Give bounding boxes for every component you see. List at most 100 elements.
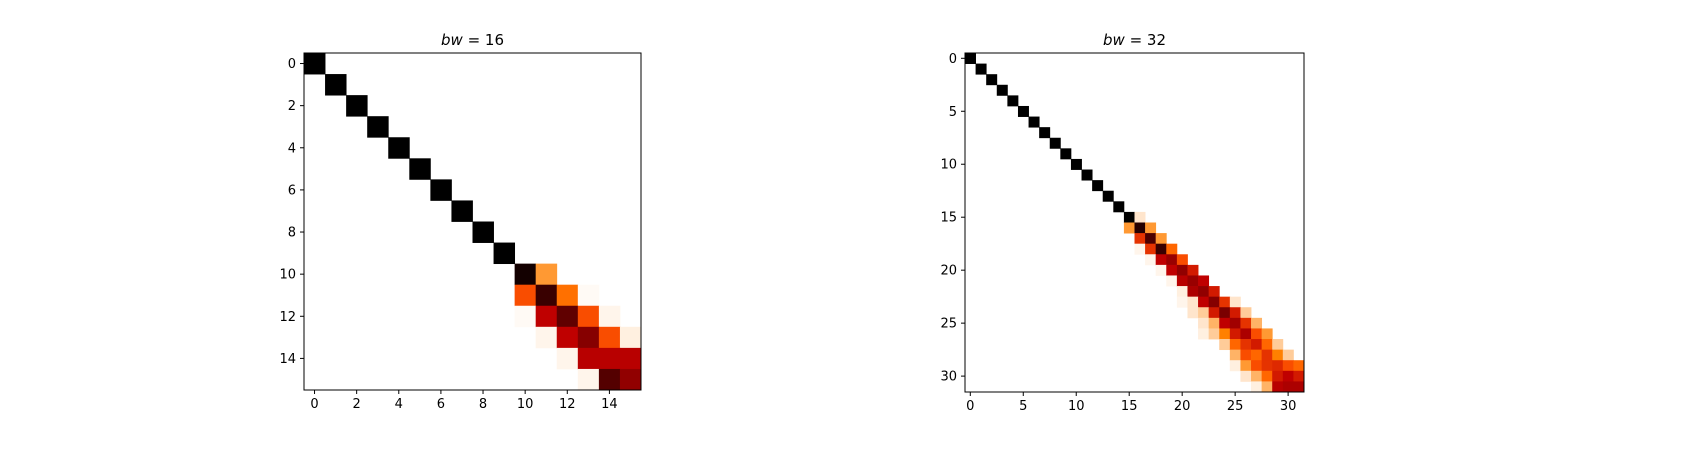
heatmap-panel-bw16: 0 2 4 6 8 10 12 14 0 2 4 6 8 10 12 14 bw = 16 (279, 31, 642, 412)
heatmap-cell-r18-c16 (1134, 243, 1146, 255)
heatmap-cell-r29-c31 (1293, 360, 1305, 372)
heatmap-cell-r10-c10 (514, 263, 537, 286)
heatmap-cell-r26-c26 (1240, 328, 1252, 340)
heatmap-cell-r11-c10 (514, 284, 537, 307)
heatmap-cell-r31-c31 (1293, 381, 1305, 393)
heatmap-cell-r15-c14 (598, 368, 621, 391)
heatmap-cell-r27-c27 (1251, 339, 1263, 351)
heatmap-cell-r10-c10 (1070, 158, 1082, 170)
heatmap-cell-r30-c30 (1282, 370, 1294, 382)
x-tick-label-10: 10 (517, 397, 534, 412)
heatmap-cell-r5-c5 (409, 158, 431, 180)
heatmap-cell-r19-c19 (1166, 254, 1178, 266)
heatmap-cell-r25-c22 (1198, 317, 1210, 329)
heatmap-cell-r24-c25 (1229, 307, 1241, 319)
title-value: = 32 (1125, 31, 1166, 49)
chart-title: bw = 32 (1103, 31, 1166, 49)
y-tick-label-4: 4 (288, 141, 296, 156)
heatmap-cell-r18-c19 (1166, 243, 1178, 255)
heatmap-cell-r26-c22 (1198, 328, 1210, 340)
heatmap-cell-r24-c23 (1208, 307, 1220, 319)
heatmap-cell-r19-c20 (1176, 254, 1188, 266)
heatmap-cell-r25-c27 (1251, 317, 1263, 329)
y-tick-label-25: 25 (940, 317, 957, 332)
heatmap-cell-r11-c12 (556, 284, 579, 307)
heatmap-cell-r22-c23 (1208, 286, 1220, 298)
heatmap-cell-r12-c13 (577, 305, 600, 328)
y-tick-label-5: 5 (949, 105, 957, 120)
heatmap-cell-r14-c12 (556, 347, 579, 370)
x-tick-label-14: 14 (601, 397, 618, 412)
title-variable: bw (441, 31, 464, 49)
heatmap-cell-r13-c14 (598, 326, 621, 349)
y-tick-label-8: 8 (288, 226, 296, 241)
heatmap-cell-r23-c24 (1219, 296, 1231, 308)
heatmap-cell-r17-c18 (1155, 233, 1167, 245)
heatmap-cell-r20-c19 (1166, 264, 1178, 276)
heatmap-cell-r14-c15 (619, 347, 642, 370)
heatmap-cell-r31-c28 (1261, 381, 1273, 393)
heatmap-cell-r0-c0 (965, 53, 976, 64)
heatmap-cell-r5-c5 (1017, 105, 1029, 117)
heatmap-cell-r17-c16 (1134, 233, 1146, 245)
x-tick-label-12: 12 (559, 397, 576, 412)
heatmap-cell-r29-c30 (1282, 360, 1294, 372)
heatmap-cell-r12-c11 (535, 305, 558, 328)
heatmap-cell-r9-c9 (1060, 148, 1072, 160)
heatmap-cell-r12-c10 (514, 305, 537, 328)
heatmap-cell-r8-c8 (472, 221, 494, 243)
heatmap-cell-r29-c25 (1229, 360, 1241, 372)
heatmap-cell-r26-c28 (1261, 328, 1273, 340)
heatmap-cell-r23-c21 (1187, 296, 1199, 308)
x-tick-label-15: 15 (1121, 399, 1138, 414)
heatmap-cell-r30-c31 (1293, 370, 1305, 382)
heatmap-cell-r23-c25 (1229, 296, 1241, 308)
heatmap-cell-r29-c26 (1240, 360, 1252, 372)
heatmap-cell-r16-c17 (1145, 222, 1157, 234)
y-tick-label-0: 0 (949, 52, 957, 67)
heatmap-cell-r3-c3 (996, 84, 1008, 96)
x-tick-label-10: 10 (1068, 399, 1085, 414)
heatmap-cell-r27-c24 (1219, 339, 1231, 351)
heatmap-cell-r4-c4 (1007, 95, 1019, 107)
heatmap-cell-r28-c26 (1240, 349, 1252, 361)
y-tick-label-20: 20 (940, 264, 957, 279)
heatmap-cell-r24-c22 (1198, 307, 1210, 319)
heatmap-cell-r15-c13 (577, 368, 600, 391)
title-value: = 16 (463, 31, 504, 49)
y-tick-label-14: 14 (279, 352, 296, 367)
heatmap-cells (304, 53, 642, 391)
x-tick-label-20: 20 (1174, 399, 1191, 414)
y-tick-label-0: 0 (288, 57, 296, 72)
heatmap-cell-r30-c26 (1240, 370, 1252, 382)
heatmap-cell-r22-c22 (1198, 286, 1210, 298)
heatmap-cell-r14-c13 (577, 347, 600, 370)
x-tick-label-5: 5 (1019, 399, 1027, 414)
heatmap-cell-r30-c28 (1261, 370, 1273, 382)
heatmap-cell-r26-c25 (1229, 328, 1241, 340)
heatmap-cell-r19-c17 (1145, 254, 1157, 266)
heatmap-cell-r25-c26 (1240, 317, 1252, 329)
heatmap-cell-r22-c21 (1187, 286, 1199, 298)
heatmap-cell-r21-c22 (1198, 275, 1210, 287)
heatmap-cell-r24-c26 (1240, 307, 1252, 319)
heatmap-cell-r13-c13 (1102, 190, 1114, 202)
title-variable: bw (1103, 31, 1126, 49)
chart-title: bw = 16 (441, 31, 504, 49)
heatmap-cell-r21-c20 (1176, 275, 1188, 287)
heatmap-cell-r19-c18 (1155, 254, 1167, 266)
heatmap-cell-r31-c29 (1272, 381, 1284, 393)
heatmap-cell-r13-c11 (535, 326, 558, 349)
heatmap-cell-r29-c29 (1272, 360, 1284, 372)
heatmap-cell-r11-c11 (1081, 169, 1093, 181)
heatmap-cell-r29-c27 (1251, 360, 1263, 372)
x-tick-label-0: 0 (310, 397, 318, 412)
x-tick-label-6: 6 (437, 397, 445, 412)
heatmap-cell-r18-c17 (1145, 243, 1157, 255)
heatmap-cell-r30-c27 (1251, 370, 1263, 382)
heatmap-cell-r22-c20 (1176, 286, 1188, 298)
heatmap-cell-r24-c21 (1187, 307, 1199, 319)
x-tick-label-2: 2 (353, 397, 361, 412)
heatmap-cell-r14-c14 (598, 347, 621, 370)
